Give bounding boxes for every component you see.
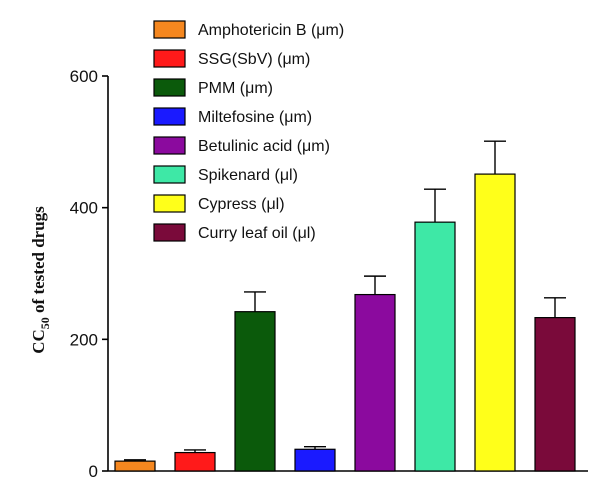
legend-item: Cypress (μl) [153, 194, 285, 213]
y-axis-title: CC50 of tested drugs [29, 206, 52, 354]
bar-group [114, 459, 156, 472]
legend-label: Cypress (μl) [198, 196, 285, 213]
legend-label: Spikenard (μl) [198, 167, 298, 184]
bar-group [234, 291, 276, 472]
legend-label: Curry leaf oil (μl) [198, 225, 316, 242]
legend-swatch [153, 165, 186, 184]
legend-swatch [153, 223, 186, 242]
bar-group [174, 449, 216, 472]
legend-swatch [153, 194, 186, 213]
legend-item: Amphotericin B (μm) [153, 20, 344, 39]
legend-swatch [153, 107, 186, 126]
bar-group [414, 188, 456, 472]
y-tick-label: 400 [70, 199, 98, 218]
y-tick-label: 200 [70, 330, 98, 349]
legend-swatch [153, 78, 186, 97]
y-axis-label-subscript: 50 [38, 317, 52, 329]
legend-item: PMM (μm) [153, 78, 273, 97]
legend-item: Betulinic acid (μm) [153, 136, 330, 155]
legend-item: Miltefosine (μm) [153, 107, 312, 126]
bar [234, 311, 276, 472]
bar [474, 173, 516, 472]
bar [354, 293, 396, 472]
legend-label: PMM (μm) [198, 80, 273, 97]
legend-label: Miltefosine (μm) [198, 109, 312, 126]
bar [414, 221, 456, 472]
bar-group [534, 297, 576, 472]
bar [534, 317, 576, 472]
y-axis-label-main: CC [29, 329, 48, 354]
legend-swatch [153, 20, 186, 39]
legend-item: Curry leaf oil (μl) [153, 223, 316, 242]
legend: Amphotericin B (μm) SSG(SbV) (μm) PMM (μm)… [153, 20, 344, 242]
legend-item: SSG(SbV) (μm) [153, 49, 310, 68]
bar [114, 460, 156, 472]
legend-swatch [153, 49, 186, 68]
legend-label: SSG(SbV) (μm) [198, 51, 310, 68]
y-axis-label-rest: of tested drugs [29, 206, 48, 317]
y-tick-label: 0 [89, 462, 98, 481]
bar-group [474, 140, 516, 472]
y-axis-label: CC50 of tested drugs [29, 206, 52, 354]
bar-group [294, 445, 336, 472]
legend-label: Betulinic acid (μm) [198, 138, 330, 155]
bars [114, 140, 576, 472]
legend-label: Amphotericin B (μm) [198, 22, 344, 39]
legend-swatch [153, 136, 186, 155]
y-tick-label: 600 [70, 67, 98, 86]
legend-item: Spikenard (μl) [153, 165, 298, 184]
bar [294, 448, 336, 472]
bar-group [354, 275, 396, 472]
bar [174, 451, 216, 472]
